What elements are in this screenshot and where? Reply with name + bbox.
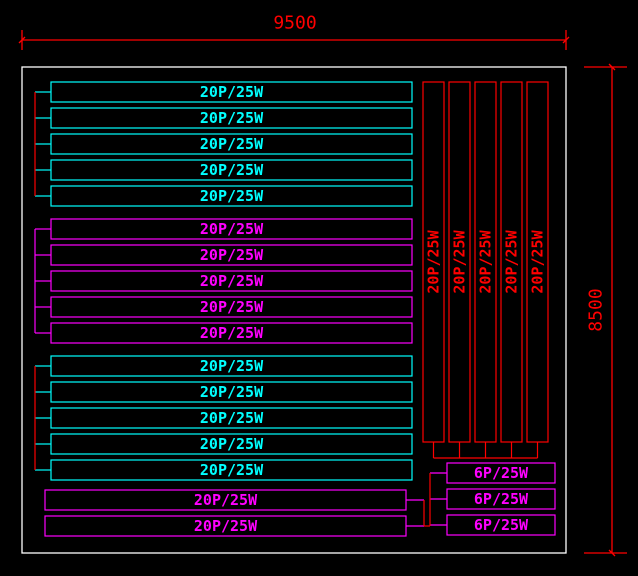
tube-label: 20P/25W (477, 229, 495, 293)
tube-label: 20P/25W (200, 409, 264, 427)
tube-label: 6P/25W (474, 516, 529, 534)
tube-label: 20P/25W (200, 435, 264, 453)
tube-label: 20P/25W (200, 109, 264, 127)
tube-label: 20P/25W (200, 324, 264, 342)
tube-label: 20P/25W (200, 187, 264, 205)
width-dimension (18, 30, 570, 50)
tube-label: 20P/25W (200, 83, 264, 101)
height-dimension (584, 63, 627, 557)
tube-label: 20P/25W (194, 491, 258, 509)
tube-label: 20P/25W (200, 220, 264, 238)
tube-label: 20P/25W (194, 517, 258, 535)
height-dimension-label: 8500 (586, 288, 607, 331)
tube-label: 20P/25W (200, 383, 264, 401)
tube-label: 6P/25W (474, 490, 529, 508)
tube-label: 20P/25W (503, 229, 521, 293)
room-outline (21, 66, 567, 554)
tube-label: 20P/25W (425, 229, 443, 293)
tube-label: 20P/25W (200, 161, 264, 179)
tube-label: 20P/25W (529, 229, 547, 293)
width-dimension-label: 9500 (273, 13, 316, 34)
tube-label: 6P/25W (474, 464, 529, 482)
tube-label: 20P/25W (200, 246, 264, 264)
tube-label: 20P/25W (200, 272, 264, 290)
tube-label: 20P/25W (451, 229, 469, 293)
tube-label: 20P/25W (200, 298, 264, 316)
tube-label: 20P/25W (200, 357, 264, 375)
tube-label: 20P/25W (200, 461, 264, 479)
tube-label: 20P/25W (200, 135, 264, 153)
